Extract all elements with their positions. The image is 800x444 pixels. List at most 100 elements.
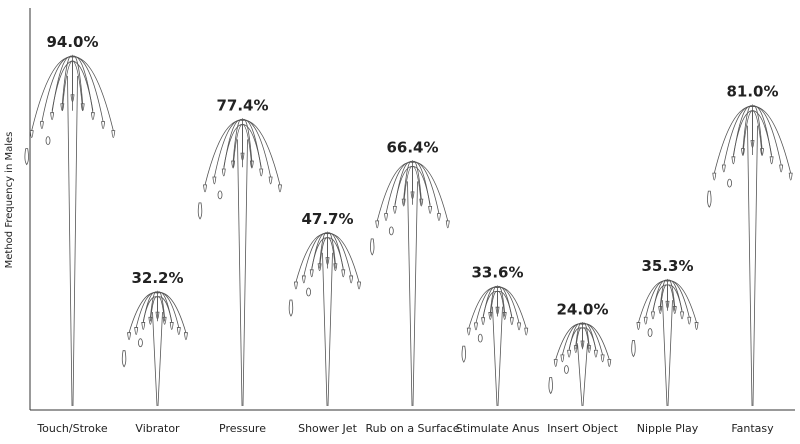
fountain-drip bbox=[445, 220, 450, 229]
fountain-drip bbox=[560, 354, 565, 363]
fountain-inner-arc bbox=[319, 237, 328, 269]
fountain-drip bbox=[779, 164, 784, 173]
value-label: 77.4% bbox=[216, 96, 268, 114]
fountain-drop bbox=[564, 365, 569, 374]
fountain-drip bbox=[687, 316, 692, 325]
fountain-arc bbox=[562, 323, 583, 355]
fountain-drip bbox=[309, 269, 314, 278]
fountain-arc bbox=[667, 280, 697, 323]
fountain-arc bbox=[412, 161, 440, 214]
fountain-7: 35.3% Nipple Play bbox=[631, 257, 699, 435]
fountain-drip bbox=[567, 349, 572, 358]
value-label: 35.3% bbox=[641, 257, 693, 275]
category-label: Vibrator bbox=[135, 422, 180, 435]
fountain-stem bbox=[67, 75, 78, 407]
fountain-drop bbox=[306, 287, 311, 297]
fountain-inner-arc bbox=[149, 296, 158, 322]
fountain-stem bbox=[322, 252, 333, 407]
fountain-drip bbox=[788, 172, 793, 181]
fountain-drop bbox=[631, 340, 636, 358]
fountain-arc bbox=[242, 119, 281, 185]
fountain-2: 77.4% Pressure bbox=[197, 96, 282, 435]
fountain-drop bbox=[197, 202, 203, 220]
fountain-drop bbox=[707, 190, 712, 208]
value-label: 47.7% bbox=[301, 210, 353, 228]
fountain-drop bbox=[548, 377, 553, 395]
value-label: 66.4% bbox=[386, 138, 438, 156]
fountain-inner-arc bbox=[752, 110, 763, 156]
fountain-drop bbox=[647, 328, 653, 337]
fountain-drop bbox=[727, 178, 732, 188]
fountain-arc bbox=[157, 292, 180, 328]
fountain-arc bbox=[582, 323, 603, 355]
fountain-drip bbox=[636, 322, 641, 330]
fountain-3: 47.7% Shower Jet bbox=[288, 210, 361, 435]
fountain-arc bbox=[497, 287, 527, 329]
fountain-drip bbox=[183, 332, 188, 341]
fountain-stem bbox=[747, 125, 758, 407]
fountain-arc bbox=[319, 232, 328, 264]
fountain-inner-arc bbox=[659, 284, 668, 311]
fountain-inner-arc bbox=[61, 60, 73, 111]
fountain-inner-arc bbox=[157, 296, 173, 322]
category-label: Pressure bbox=[219, 422, 266, 435]
fountain-drip bbox=[212, 176, 217, 185]
fountain-inner-arc bbox=[582, 327, 597, 350]
fountain-drip bbox=[176, 327, 181, 335]
fountain-drop bbox=[121, 350, 127, 368]
fountain-inner-arc bbox=[232, 123, 243, 168]
fountain-drip bbox=[294, 281, 298, 290]
fountain-arc bbox=[475, 286, 498, 323]
fountain-arc bbox=[327, 233, 352, 277]
y-axis-label: Method Frequency in Males bbox=[4, 132, 15, 269]
fountain-inner-arc bbox=[489, 290, 498, 317]
fountain-drip bbox=[721, 164, 726, 173]
fountain-arc bbox=[303, 233, 328, 277]
value-label: 32.2% bbox=[131, 269, 183, 287]
fountain-drop bbox=[217, 190, 223, 200]
fountain-stem bbox=[577, 343, 588, 407]
fountain-inner-arc bbox=[394, 165, 413, 205]
category-label: Stimulate Anus bbox=[456, 422, 540, 435]
fountain-inner-arc bbox=[733, 110, 753, 156]
category-label: Fantasy bbox=[731, 422, 774, 435]
fountain-drip bbox=[259, 168, 264, 177]
fountain-arc bbox=[157, 292, 187, 333]
fountain-arc bbox=[489, 286, 498, 313]
fountain-drip bbox=[357, 281, 361, 290]
fountain-stem bbox=[407, 181, 418, 407]
fountain-drip bbox=[134, 327, 139, 335]
fountain-drip bbox=[101, 121, 106, 130]
fountain-drip bbox=[643, 316, 648, 325]
fountain-drop bbox=[45, 136, 51, 146]
fountain-drip bbox=[203, 184, 207, 193]
fountain-drip bbox=[437, 213, 441, 222]
fountain-inner-arc bbox=[242, 123, 262, 168]
fountain-drip bbox=[712, 172, 717, 181]
fountain-arc bbox=[667, 280, 690, 318]
fountain-drip bbox=[169, 322, 174, 330]
fountain-8: 81.0% Fantasy bbox=[707, 83, 793, 435]
fountain-drop bbox=[388, 226, 394, 236]
fountain-inner-arc bbox=[51, 60, 73, 111]
value-label: 81.0% bbox=[726, 83, 778, 101]
fountain-arc bbox=[72, 56, 114, 131]
fountain-drip bbox=[607, 359, 612, 367]
fountain-arc bbox=[752, 106, 792, 174]
fountain-drip bbox=[428, 205, 433, 214]
fountain-stem bbox=[492, 306, 503, 407]
fountain-arc bbox=[135, 292, 158, 328]
fountain-drip bbox=[474, 322, 478, 331]
category-label: Insert Object bbox=[547, 422, 619, 435]
fountain-drip bbox=[769, 156, 774, 165]
category-label: Shower Jet bbox=[298, 422, 357, 435]
fountain-drip bbox=[349, 275, 354, 284]
fountain-arc bbox=[149, 291, 158, 318]
fountain-arc bbox=[582, 323, 610, 360]
fountain-stem bbox=[662, 300, 673, 407]
fountain-drip bbox=[593, 349, 598, 358]
fountain-6: 24.0% Insert Object bbox=[547, 300, 619, 435]
fountain-drip bbox=[50, 112, 55, 121]
fountain-drip bbox=[141, 322, 146, 330]
